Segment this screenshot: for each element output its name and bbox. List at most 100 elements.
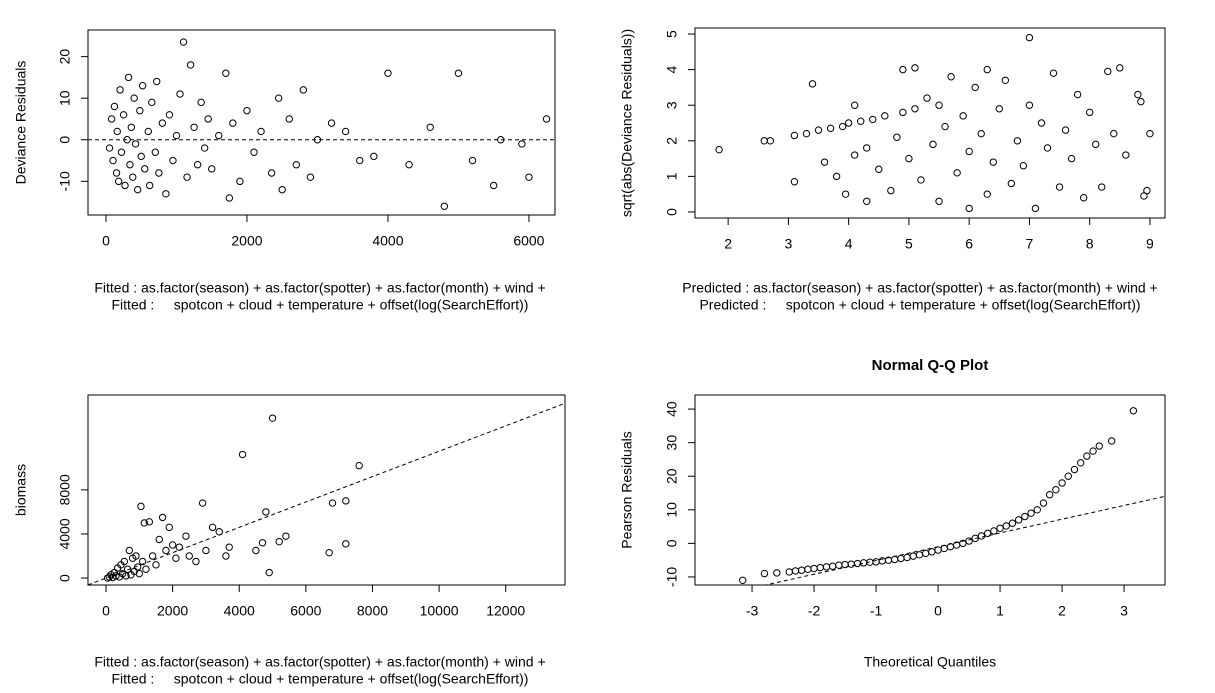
point bbox=[238, 450, 247, 459]
point bbox=[153, 77, 161, 86]
x-tick-label: 6 bbox=[965, 236, 973, 252]
point bbox=[766, 137, 775, 145]
point bbox=[1079, 194, 1088, 202]
point bbox=[342, 540, 350, 548]
point bbox=[903, 553, 911, 562]
point bbox=[202, 546, 210, 555]
point bbox=[130, 94, 138, 102]
x-tick-label: 2 bbox=[1058, 603, 1066, 619]
y-tick-label: 20 bbox=[57, 49, 73, 65]
point bbox=[119, 111, 128, 119]
point bbox=[1001, 76, 1010, 85]
point bbox=[158, 513, 167, 522]
point bbox=[797, 566, 806, 574]
point bbox=[148, 98, 156, 107]
point bbox=[850, 151, 859, 159]
point bbox=[977, 129, 985, 138]
point bbox=[850, 101, 859, 109]
y-tick-label: 3 bbox=[664, 101, 680, 109]
point bbox=[112, 169, 121, 177]
point bbox=[1073, 90, 1082, 99]
point bbox=[790, 131, 799, 140]
point bbox=[841, 560, 849, 569]
y-tick-label: 10 bbox=[57, 90, 73, 106]
point bbox=[327, 119, 336, 127]
point bbox=[1013, 137, 1022, 145]
y-axis-title: Pearson Residuals bbox=[619, 431, 635, 549]
point bbox=[965, 147, 973, 156]
point bbox=[996, 524, 1004, 532]
point bbox=[193, 160, 202, 169]
point bbox=[145, 518, 153, 526]
point bbox=[542, 115, 551, 123]
point bbox=[1043, 144, 1052, 152]
point bbox=[176, 90, 184, 98]
point bbox=[142, 565, 150, 573]
y-tick-label: 40 bbox=[664, 401, 680, 417]
point bbox=[158, 119, 167, 127]
reference-line bbox=[88, 402, 565, 585]
point bbox=[881, 112, 889, 120]
point bbox=[983, 190, 991, 198]
y-tick-label: 4 bbox=[664, 66, 680, 74]
point bbox=[816, 563, 824, 572]
x-tick-label: 10000 bbox=[420, 603, 459, 619]
point bbox=[857, 117, 865, 125]
x-tick-label: 2000 bbox=[231, 233, 262, 249]
point bbox=[1014, 516, 1023, 524]
point bbox=[977, 532, 986, 540]
point bbox=[863, 144, 871, 152]
point bbox=[863, 197, 871, 205]
point bbox=[791, 567, 800, 575]
point bbox=[268, 414, 277, 422]
point bbox=[934, 546, 942, 554]
point bbox=[225, 543, 233, 551]
point bbox=[1025, 33, 1034, 42]
point bbox=[370, 152, 378, 161]
point bbox=[841, 190, 850, 198]
point bbox=[175, 543, 183, 551]
point bbox=[222, 69, 230, 77]
x-tick-label: 8 bbox=[1086, 236, 1094, 252]
point bbox=[1129, 407, 1138, 415]
point bbox=[133, 563, 142, 571]
point bbox=[1134, 90, 1142, 99]
x-tick-label: 6000 bbox=[290, 603, 321, 619]
point bbox=[341, 127, 350, 136]
point bbox=[355, 461, 363, 470]
point bbox=[468, 156, 477, 165]
point bbox=[893, 133, 901, 141]
point bbox=[887, 186, 895, 195]
point bbox=[124, 73, 133, 82]
plot-area bbox=[88, 38, 555, 210]
point bbox=[132, 552, 140, 560]
x-axis-title: Fitted : as.factor(season) + as.factor(s… bbox=[94, 280, 545, 296]
point bbox=[890, 555, 899, 564]
point bbox=[384, 69, 392, 77]
point bbox=[222, 552, 230, 560]
point bbox=[306, 173, 315, 181]
point bbox=[1031, 204, 1040, 213]
point bbox=[935, 101, 943, 109]
point bbox=[946, 543, 955, 551]
point bbox=[1055, 183, 1064, 191]
point bbox=[109, 156, 117, 165]
point bbox=[136, 106, 144, 115]
point bbox=[162, 546, 170, 555]
point bbox=[183, 173, 191, 181]
point bbox=[953, 169, 961, 177]
point bbox=[828, 562, 837, 570]
point bbox=[1025, 101, 1034, 109]
point bbox=[773, 569, 781, 577]
point bbox=[1083, 452, 1091, 460]
y-tick-label: -10 bbox=[57, 171, 73, 191]
x-tick-label: 0 bbox=[102, 233, 110, 249]
point bbox=[995, 105, 1003, 113]
point bbox=[123, 565, 132, 573]
point bbox=[1039, 499, 1048, 507]
plot-frame bbox=[694, 27, 1166, 219]
point bbox=[258, 539, 267, 547]
x-tick-label: 8000 bbox=[357, 603, 388, 619]
x-tick-label: -2 bbox=[808, 603, 821, 619]
x-axis-title: Fitted : spotcon + cloud + temperature +… bbox=[112, 297, 529, 313]
